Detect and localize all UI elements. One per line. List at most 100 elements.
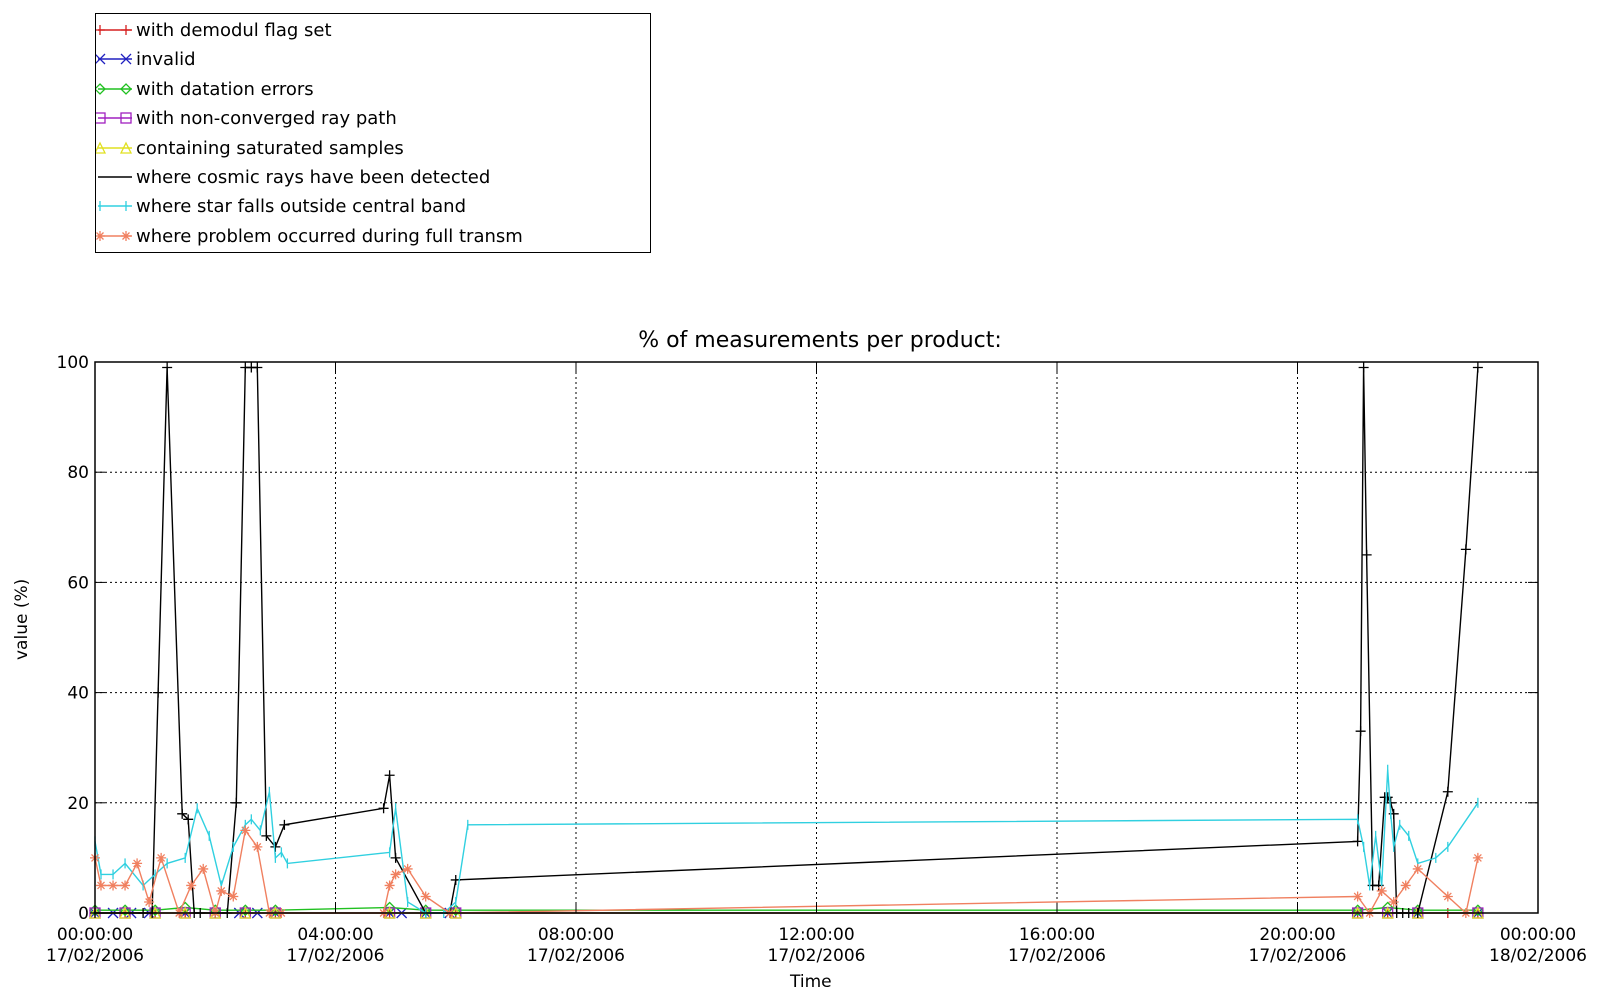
grid-lines <box>95 362 1538 913</box>
legend-item: with demodul flag set <box>96 16 650 44</box>
data-point <box>162 362 173 373</box>
legend-label: invalid <box>136 49 196 71</box>
x-tick-label-time: 00:00:00 <box>1500 925 1576 945</box>
legend-swatch <box>98 176 132 178</box>
legend-item: containing saturated samples <box>96 134 650 162</box>
data-point <box>1355 726 1366 737</box>
data-point <box>402 863 413 874</box>
series-6 <box>90 362 1483 918</box>
x-tick-label-time: 20:00:00 <box>1259 925 1335 945</box>
y-axis-label: value (%) <box>12 578 32 660</box>
data-point <box>216 885 227 896</box>
x-tick-label-time: 16:00:00 <box>1019 925 1095 945</box>
legend: with demodul flag set invalid with datatio… <box>95 13 651 253</box>
data-point <box>231 797 242 808</box>
x-tick-label-time: 12:00:00 <box>778 925 854 945</box>
series-line <box>95 906 1478 911</box>
data-point <box>96 112 106 124</box>
data-point <box>1388 896 1399 907</box>
data-point <box>384 770 395 781</box>
data-point <box>132 858 143 869</box>
x-tick-label-time: 08:00:00 <box>538 925 614 945</box>
series-line <box>94 769 1479 914</box>
x-tick-label-date: 17/02/2006 <box>1249 946 1347 966</box>
data-point <box>228 891 239 902</box>
x-axis: 00:00:0017/02/200604:00:0017/02/200608:0… <box>46 362 1587 966</box>
data-point <box>121 25 131 35</box>
x-tick-label-date: 17/02/2006 <box>527 946 625 966</box>
data-point <box>390 852 401 863</box>
data-point <box>279 819 290 830</box>
data-point <box>108 880 119 891</box>
legend-item: where star falls outside central band <box>96 192 650 220</box>
series-group <box>88 362 1484 919</box>
legend-item: where problem occurred during full trans… <box>96 222 650 250</box>
y-tick-label: 60 <box>67 573 89 593</box>
legend-item: with datation errors <box>96 75 650 103</box>
legend-label: where star falls outside central band <box>136 196 467 218</box>
data-point <box>1442 891 1453 902</box>
data-point <box>120 112 132 124</box>
x-tick-label-date: 17/02/2006 <box>287 946 385 966</box>
data-point <box>240 825 251 836</box>
data-point <box>120 880 131 891</box>
x-tick-label-date: 17/02/2006 <box>1008 946 1106 966</box>
y-tick-label: 80 <box>67 463 89 483</box>
x-tick-label-time: 00:00:00 <box>57 925 133 945</box>
legend-swatch <box>96 230 132 241</box>
data-point <box>120 53 132 65</box>
data-point <box>1472 362 1483 373</box>
data-point <box>183 814 194 825</box>
series-8 <box>90 825 1483 918</box>
series-line <box>94 828 1479 916</box>
data-point <box>120 82 132 95</box>
legend-swatch <box>96 112 132 124</box>
data-point <box>1361 549 1372 560</box>
legend-label: with non-converged ray path <box>136 108 397 130</box>
legend-item: with non-converged ray path <box>96 104 650 132</box>
data-point <box>252 362 263 373</box>
data-point <box>186 880 197 891</box>
data-point <box>119 141 133 154</box>
data-point <box>1460 544 1471 555</box>
y-axis: 0 20 40 60 80 100 <box>57 353 1538 924</box>
x-tick-label-date: 18/02/2006 <box>1489 946 1587 966</box>
data-point <box>384 880 395 891</box>
data-point <box>1352 836 1363 847</box>
y-tick-label: 40 <box>67 684 89 704</box>
data-point <box>1358 362 1369 373</box>
data-point <box>96 53 106 65</box>
series-7 <box>94 764 1479 918</box>
data-point <box>261 830 272 841</box>
data-point <box>198 863 209 874</box>
y-tick-label: 20 <box>67 794 89 814</box>
data-point <box>96 141 107 154</box>
y-tick-label: 0 <box>78 904 89 924</box>
chart-title: % of measurements per product: <box>638 328 1002 353</box>
data-point <box>1442 786 1453 797</box>
data-point <box>1382 792 1393 803</box>
data-point <box>96 230 105 241</box>
data-point <box>1352 891 1363 902</box>
y-tick-label: 100 <box>57 353 89 373</box>
series-line <box>95 366 1479 914</box>
legend-swatch <box>96 82 132 95</box>
legend-label: where problem occurred during full trans… <box>136 225 523 247</box>
legend-label: where cosmic rays have been detected <box>136 167 491 188</box>
data-point <box>420 891 431 902</box>
data-point <box>153 687 164 698</box>
legend-item: where cosmic rays have been detected <box>96 163 650 191</box>
x-tick-label-date: 17/02/2006 <box>768 946 866 966</box>
legend-label: containing saturated samples <box>136 137 404 159</box>
data-point <box>96 82 106 95</box>
legend-swatch <box>96 25 132 35</box>
data-point <box>252 841 263 852</box>
data-point <box>1412 863 1423 874</box>
legend-label: with datation errors <box>136 78 314 100</box>
legend-swatch <box>98 201 132 212</box>
data-point <box>390 869 401 880</box>
data-point <box>1400 880 1411 891</box>
x-tick-label-date: 17/02/2006 <box>46 946 144 966</box>
data-point <box>378 803 389 814</box>
